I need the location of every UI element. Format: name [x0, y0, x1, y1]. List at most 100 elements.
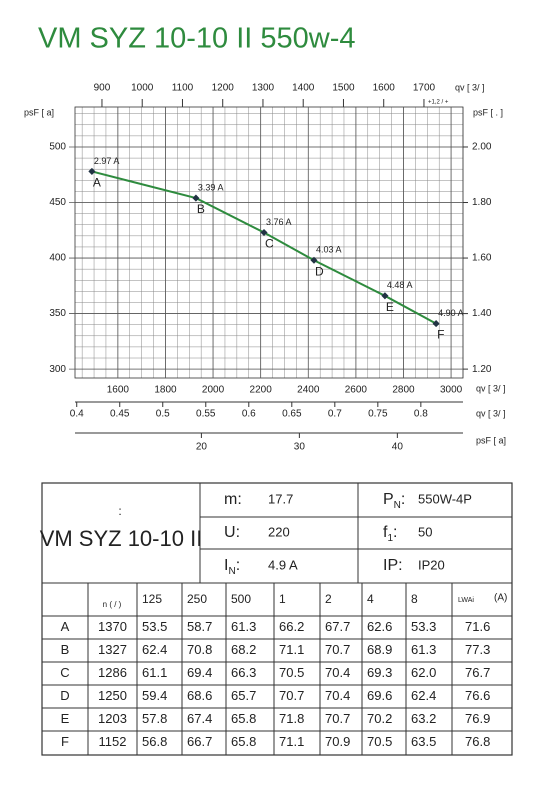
spec-value: IP20 — [418, 557, 445, 572]
x2-tick-label: 900 — [94, 83, 111, 94]
speed-cell: 1152 — [99, 734, 127, 749]
x-tick-label: 2200 — [250, 385, 273, 396]
y-tick-label: 500 — [49, 142, 66, 153]
current-label: 4.03 A — [316, 245, 342, 255]
sound-cell: 70.4 — [325, 688, 350, 703]
spec-value: 550W-4P — [418, 491, 472, 506]
x3-tick-label: 0.4 — [70, 409, 84, 420]
x4-tick-label: 20 — [196, 442, 208, 453]
sound-cell: 70.7 — [325, 642, 350, 657]
spec-label-main: P — [383, 491, 394, 508]
header-band: 8 — [411, 592, 418, 606]
point-cell: E — [61, 711, 70, 726]
point-name: E — [386, 300, 394, 314]
sound-cell: 70.7 — [279, 688, 304, 703]
point-name: A — [93, 176, 101, 190]
point-name: F — [437, 328, 444, 342]
sound-cell: 61.3 — [411, 642, 436, 657]
point-cell: F — [61, 734, 69, 749]
operating-point — [381, 292, 389, 300]
sound-cell: 76.7 — [465, 665, 490, 680]
spec-label: IN: — [224, 557, 240, 576]
point-cell: B — [61, 642, 70, 657]
spec-label: m: — [224, 491, 242, 508]
sound-cell: 71.1 — [279, 642, 304, 657]
sound-cell: 76.9 — [465, 711, 490, 726]
header-band: 125 — [142, 592, 162, 606]
x3-tick-label: 0.6 — [242, 409, 256, 420]
sound-cell: 66.2 — [279, 619, 304, 634]
axis-note: +1,2 / + — [428, 100, 449, 106]
sound-cell: 70.5 — [279, 665, 304, 680]
speed-cell: 1327 — [98, 642, 127, 657]
fan-curve — [91, 170, 437, 325]
sound-cell: 62.4 — [411, 688, 436, 703]
spec-label-sub: 1 — [387, 533, 393, 544]
spec-label: f1: — [383, 524, 397, 543]
x4-tick-label: 30 — [294, 442, 306, 453]
spec-colon: : — [398, 557, 402, 574]
x-tick-label: 2800 — [392, 385, 415, 396]
speed-cell: 1250 — [98, 688, 127, 703]
sound-cell: 67.4 — [187, 711, 212, 726]
spec-label-main: U — [224, 524, 236, 541]
current-label: 4.48 A — [387, 280, 413, 290]
current-label: 2.97 A — [94, 156, 120, 166]
spec-label-main: IP — [383, 557, 398, 574]
header-band: 2 — [325, 592, 332, 606]
y2-tick-label: 2.00 — [472, 142, 492, 153]
x3-tick-label: 0.5 — [156, 409, 170, 420]
operating-point — [88, 167, 96, 175]
point-name: C — [265, 237, 274, 251]
x2-tick-label: 1300 — [252, 83, 275, 94]
y2-tick-label: 1.60 — [472, 253, 492, 264]
sound-cell: 63.2 — [411, 711, 436, 726]
y-tick-label: 400 — [49, 253, 66, 264]
sound-cell: 66.7 — [187, 734, 212, 749]
sound-cell: 58.7 — [187, 619, 212, 634]
x2-tick-label: 1200 — [212, 83, 235, 94]
model-name: VM SYZ 10-10 II — [40, 526, 203, 551]
sound-cell: 68.2 — [231, 642, 256, 657]
sound-cell: 61.1 — [142, 665, 167, 680]
header-lwa-unit: (A) — [494, 593, 507, 604]
sound-cell: 70.9 — [325, 734, 350, 749]
current-label: 3.39 A — [198, 182, 224, 192]
header-band: 1 — [279, 592, 286, 606]
model-colon: : — [118, 504, 121, 518]
spec-label-sub: N — [228, 566, 235, 577]
x3-tick-label: 0.8 — [414, 409, 428, 420]
x-tick-label: 2400 — [297, 385, 320, 396]
x2-tick-label: 1500 — [332, 83, 355, 94]
sound-cell: 71.8 — [279, 711, 304, 726]
sound-cell: 70.4 — [325, 665, 350, 680]
x-tick-label: 1800 — [154, 385, 177, 396]
spec-label-sub: N — [394, 500, 401, 511]
point-name: D — [315, 264, 324, 278]
sound-cell: 68.6 — [187, 688, 212, 703]
spec-colon: : — [236, 557, 240, 574]
spec-label-main: m — [224, 491, 237, 508]
sound-cell: 66.3 — [231, 665, 256, 680]
sound-cell: 56.8 — [142, 734, 167, 749]
current-label: 3.76 A — [266, 217, 292, 227]
current-label: 4.90 A — [438, 308, 464, 318]
sound-cell: 59.4 — [142, 688, 167, 703]
axis-label: psF [ a] — [24, 107, 54, 117]
x-tick-label: 1600 — [107, 385, 130, 396]
sound-cell: 76.6 — [465, 688, 490, 703]
axis-label: qv [ 3/ ] — [455, 82, 485, 92]
axis-label: qv [ 3/ ] — [476, 383, 506, 393]
sound-cell: 53.3 — [411, 619, 436, 634]
x3-tick-label: 0.7 — [328, 409, 342, 420]
spec-value: 17.7 — [268, 491, 293, 506]
spec-value: 4.9 A — [268, 557, 298, 572]
sound-cell: 62.6 — [367, 619, 392, 634]
header-n: n ( / ) — [103, 600, 122, 609]
header-band: 500 — [231, 592, 251, 606]
x2-tick-label: 1100 — [172, 83, 194, 94]
spec-colon: : — [236, 524, 240, 541]
point-cell: C — [60, 665, 69, 680]
sound-cell: 57.8 — [142, 711, 167, 726]
y2-tick-label: 1.40 — [472, 308, 492, 319]
